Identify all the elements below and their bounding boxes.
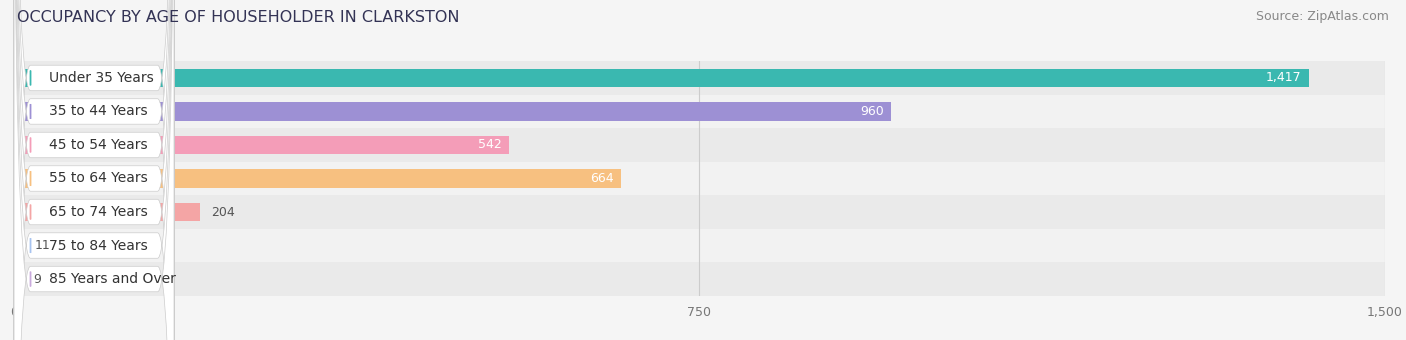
Text: Source: ZipAtlas.com: Source: ZipAtlas.com <box>1256 10 1389 23</box>
Text: 45 to 54 Years: 45 to 54 Years <box>49 138 148 152</box>
Bar <box>14 162 1385 195</box>
FancyBboxPatch shape <box>14 0 174 340</box>
Bar <box>14 229 1385 262</box>
Text: 11: 11 <box>35 239 51 252</box>
Bar <box>14 236 24 255</box>
Bar <box>14 262 1385 296</box>
Text: 55 to 64 Years: 55 to 64 Years <box>49 171 148 186</box>
FancyBboxPatch shape <box>14 0 174 340</box>
Text: 65 to 74 Years: 65 to 74 Years <box>49 205 148 219</box>
Bar <box>14 136 509 154</box>
Bar <box>14 61 1385 95</box>
Text: 664: 664 <box>591 172 613 185</box>
FancyBboxPatch shape <box>14 0 174 340</box>
Bar <box>14 102 891 121</box>
Bar <box>14 169 621 188</box>
Text: 1,417: 1,417 <box>1267 71 1302 84</box>
Text: Under 35 Years: Under 35 Years <box>49 71 153 85</box>
Bar <box>14 95 1385 128</box>
Bar <box>14 69 1309 87</box>
Text: 75 to 84 Years: 75 to 84 Years <box>49 239 148 253</box>
Text: 9: 9 <box>34 273 41 286</box>
FancyBboxPatch shape <box>14 0 174 340</box>
Bar <box>14 270 22 288</box>
Text: 542: 542 <box>478 138 502 152</box>
Text: 35 to 44 Years: 35 to 44 Years <box>49 104 148 118</box>
Bar <box>14 195 1385 229</box>
FancyBboxPatch shape <box>14 0 174 340</box>
Text: OCCUPANCY BY AGE OF HOUSEHOLDER IN CLARKSTON: OCCUPANCY BY AGE OF HOUSEHOLDER IN CLARK… <box>17 10 460 25</box>
Bar <box>14 128 1385 162</box>
Text: 204: 204 <box>211 205 235 219</box>
FancyBboxPatch shape <box>14 0 174 340</box>
Text: 85 Years and Over: 85 Years and Over <box>49 272 176 286</box>
FancyBboxPatch shape <box>14 0 174 340</box>
Bar <box>14 203 201 221</box>
Text: 960: 960 <box>860 105 884 118</box>
